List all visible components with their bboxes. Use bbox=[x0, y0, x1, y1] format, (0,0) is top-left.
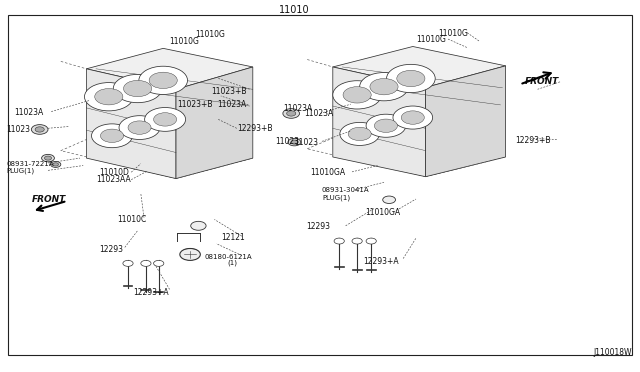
Text: FRONT: FRONT bbox=[31, 195, 66, 203]
Circle shape bbox=[123, 260, 133, 266]
Text: 11023A: 11023A bbox=[218, 100, 247, 109]
Circle shape bbox=[141, 260, 151, 266]
Text: 11023+B: 11023+B bbox=[211, 87, 246, 96]
Circle shape bbox=[42, 154, 54, 162]
Polygon shape bbox=[426, 66, 506, 177]
Text: 11010G: 11010G bbox=[170, 37, 200, 46]
Circle shape bbox=[334, 238, 344, 244]
Text: (1): (1) bbox=[227, 260, 237, 266]
Polygon shape bbox=[333, 46, 506, 87]
Text: 11010G: 11010G bbox=[438, 29, 468, 38]
Text: 08180-6121A: 08180-6121A bbox=[205, 254, 252, 260]
Circle shape bbox=[360, 73, 408, 101]
Text: 11010G: 11010G bbox=[195, 30, 225, 39]
Text: 11023A: 11023A bbox=[14, 108, 44, 117]
Circle shape bbox=[154, 113, 177, 126]
Text: PLUG(1): PLUG(1) bbox=[322, 195, 350, 201]
Text: J110018W: J110018W bbox=[594, 348, 632, 357]
Circle shape bbox=[340, 122, 380, 145]
Text: 11023A: 11023A bbox=[283, 104, 312, 113]
Text: 12293+A: 12293+A bbox=[363, 257, 399, 266]
Text: 11023: 11023 bbox=[275, 137, 300, 146]
Circle shape bbox=[51, 161, 61, 167]
Circle shape bbox=[53, 163, 58, 166]
Circle shape bbox=[366, 114, 406, 137]
Circle shape bbox=[154, 260, 164, 266]
Circle shape bbox=[287, 111, 296, 116]
Text: 12293+B: 12293+B bbox=[515, 136, 550, 145]
Circle shape bbox=[92, 124, 132, 148]
Circle shape bbox=[119, 116, 160, 140]
Circle shape bbox=[387, 64, 435, 93]
Circle shape bbox=[124, 80, 152, 97]
Circle shape bbox=[44, 156, 52, 160]
Circle shape bbox=[128, 121, 151, 134]
Polygon shape bbox=[176, 67, 253, 179]
Circle shape bbox=[291, 140, 298, 144]
Text: 11023: 11023 bbox=[6, 125, 31, 134]
Circle shape bbox=[113, 74, 162, 103]
Text: 11023+B: 11023+B bbox=[177, 100, 212, 109]
Text: 11010: 11010 bbox=[279, 6, 310, 15]
Circle shape bbox=[31, 125, 48, 134]
Text: 08931-7221A: 08931-7221A bbox=[6, 161, 54, 167]
Text: 11023: 11023 bbox=[294, 138, 319, 147]
Circle shape bbox=[145, 108, 186, 131]
Text: 12121: 12121 bbox=[221, 233, 244, 242]
Polygon shape bbox=[86, 48, 253, 89]
Circle shape bbox=[95, 89, 123, 105]
Circle shape bbox=[370, 78, 398, 95]
Circle shape bbox=[191, 221, 206, 230]
Circle shape bbox=[366, 238, 376, 244]
Circle shape bbox=[149, 72, 177, 89]
Text: 11023A: 11023A bbox=[305, 109, 334, 118]
Circle shape bbox=[181, 248, 199, 259]
Text: 11023AA: 11023AA bbox=[96, 175, 131, 184]
Text: 12293: 12293 bbox=[306, 222, 330, 231]
Circle shape bbox=[100, 129, 124, 142]
Polygon shape bbox=[333, 67, 426, 177]
Text: 11010GA: 11010GA bbox=[365, 208, 400, 217]
Circle shape bbox=[352, 238, 362, 244]
Text: 12293+A: 12293+A bbox=[133, 288, 169, 297]
Text: PLUG(1): PLUG(1) bbox=[6, 168, 35, 174]
Circle shape bbox=[348, 127, 371, 141]
Text: 11010G: 11010G bbox=[416, 35, 446, 44]
Circle shape bbox=[180, 248, 200, 260]
Text: FRONT: FRONT bbox=[525, 77, 559, 86]
Circle shape bbox=[401, 111, 424, 124]
Circle shape bbox=[288, 138, 301, 146]
Text: 11010C: 11010C bbox=[117, 215, 147, 224]
Circle shape bbox=[374, 119, 397, 132]
Circle shape bbox=[139, 66, 188, 94]
Text: 12293+B: 12293+B bbox=[237, 124, 272, 133]
Circle shape bbox=[283, 109, 300, 118]
Text: 12293: 12293 bbox=[99, 246, 123, 254]
Circle shape bbox=[333, 81, 381, 109]
Polygon shape bbox=[86, 69, 176, 179]
Text: 08931-3041A: 08931-3041A bbox=[322, 187, 369, 193]
Circle shape bbox=[397, 70, 425, 87]
Text: 11010D: 11010D bbox=[99, 168, 129, 177]
Circle shape bbox=[343, 87, 371, 103]
Circle shape bbox=[393, 106, 433, 129]
Circle shape bbox=[383, 196, 396, 203]
Circle shape bbox=[84, 83, 133, 111]
Text: 11010GA: 11010GA bbox=[310, 169, 346, 177]
Circle shape bbox=[35, 127, 44, 132]
